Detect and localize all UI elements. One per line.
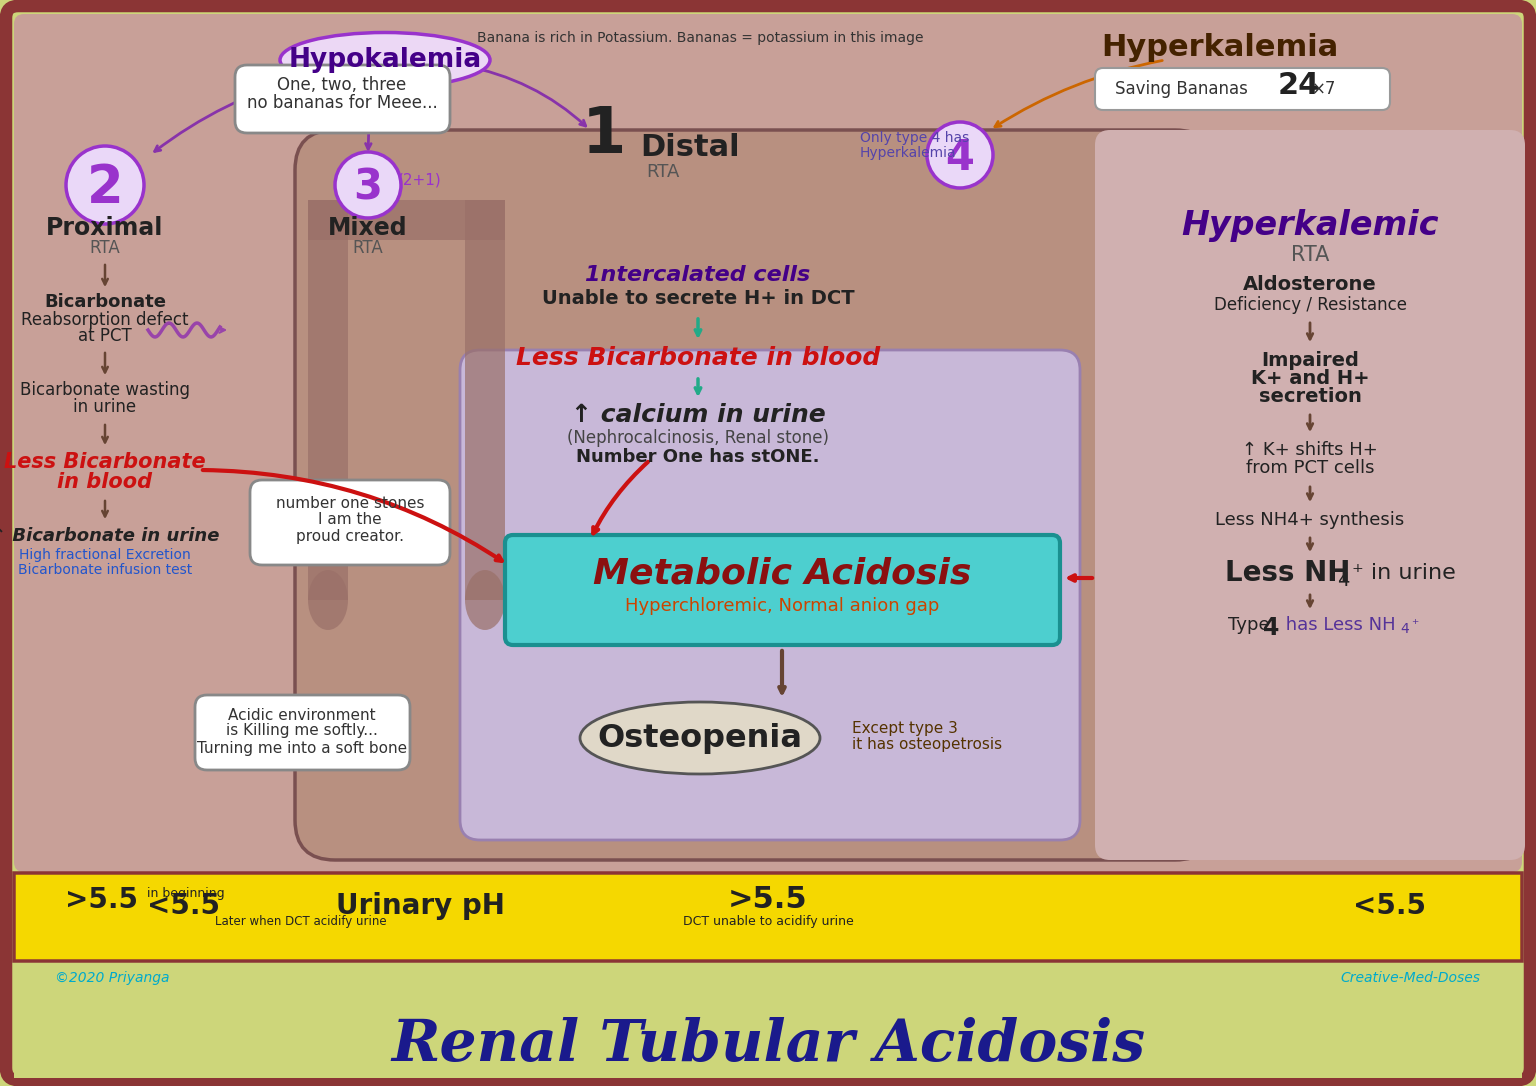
- Text: Except type 3: Except type 3: [852, 720, 958, 735]
- Text: ©2020 Priyanga: ©2020 Priyanga: [55, 971, 169, 985]
- Text: Impaired: Impaired: [1261, 351, 1359, 369]
- Text: >5.5: >5.5: [65, 886, 138, 914]
- Text: number one stones: number one stones: [276, 495, 424, 510]
- FancyBboxPatch shape: [14, 14, 1522, 872]
- FancyBboxPatch shape: [295, 130, 1215, 860]
- Ellipse shape: [66, 146, 144, 224]
- Polygon shape: [14, 963, 1522, 1078]
- Text: One, two, three: One, two, three: [278, 76, 407, 94]
- Text: RTA: RTA: [1290, 245, 1329, 265]
- Text: Mixed: Mixed: [329, 216, 409, 240]
- Text: 1ntercalated cells: 1ntercalated cells: [585, 265, 811, 285]
- Text: Acidic environment: Acidic environment: [229, 707, 376, 722]
- Text: RTA: RTA: [89, 239, 120, 257]
- FancyBboxPatch shape: [195, 695, 410, 770]
- FancyBboxPatch shape: [235, 65, 450, 132]
- Text: RTA: RTA: [647, 163, 679, 181]
- Text: no bananas for Meee...: no bananas for Meee...: [247, 94, 438, 112]
- Text: ↑ calcium in urine: ↑ calcium in urine: [571, 403, 825, 427]
- FancyBboxPatch shape: [505, 535, 1060, 645]
- Text: Creative-Med-Doses: Creative-Med-Doses: [1339, 971, 1481, 985]
- Ellipse shape: [335, 152, 401, 218]
- Ellipse shape: [280, 33, 490, 88]
- Text: K+ and H+: K+ and H+: [1250, 368, 1369, 388]
- Ellipse shape: [465, 570, 505, 630]
- Text: Unable to secrete H+ in DCT: Unable to secrete H+ in DCT: [542, 289, 854, 307]
- Text: in beginning: in beginning: [147, 886, 224, 899]
- Text: Bicarbonate: Bicarbonate: [45, 293, 166, 311]
- FancyBboxPatch shape: [459, 350, 1080, 839]
- Text: I am the: I am the: [318, 513, 382, 528]
- Text: Osteopenia: Osteopenia: [598, 722, 802, 754]
- FancyBboxPatch shape: [1095, 68, 1390, 110]
- Text: ×7: ×7: [1312, 80, 1336, 98]
- Text: ⁺ in urine: ⁺ in urine: [1352, 563, 1456, 583]
- Text: 4: 4: [1399, 622, 1409, 636]
- Text: Banana is rich in Potassium. Bananas = potassium in this image: Banana is rich in Potassium. Bananas = p…: [476, 31, 923, 45]
- Text: Metabolic Acidosis: Metabolic Acidosis: [593, 557, 971, 591]
- Text: ↑ Bicarbonate in urine: ↑ Bicarbonate in urine: [0, 527, 220, 545]
- Text: Hyperchloremic, Normal anion gap: Hyperchloremic, Normal anion gap: [625, 597, 938, 615]
- Text: Proximal: Proximal: [46, 216, 164, 240]
- Text: (Nephrocalcinosis, Renal stone): (Nephrocalcinosis, Renal stone): [567, 429, 829, 447]
- Text: (2+1): (2+1): [398, 173, 442, 188]
- Text: ⁺: ⁺: [1412, 618, 1418, 632]
- Text: Deficiency / Resistance: Deficiency / Resistance: [1213, 296, 1407, 314]
- FancyBboxPatch shape: [1095, 130, 1525, 860]
- Text: 1: 1: [582, 104, 627, 166]
- Text: Later when DCT acidify urine: Later when DCT acidify urine: [215, 914, 387, 927]
- Text: Less Bicarbonate in blood: Less Bicarbonate in blood: [516, 346, 880, 370]
- Text: Distal: Distal: [641, 132, 740, 162]
- Text: has Less NH: has Less NH: [1279, 616, 1396, 634]
- Text: DCT unable to acidify urine: DCT unable to acidify urine: [682, 915, 854, 929]
- Text: Reabsorption defect: Reabsorption defect: [22, 311, 189, 329]
- Text: Urinary pH: Urinary pH: [335, 892, 504, 920]
- Text: in urine: in urine: [74, 397, 137, 416]
- Ellipse shape: [928, 122, 992, 188]
- Text: in blood: in blood: [57, 472, 152, 492]
- Text: Type: Type: [1227, 616, 1270, 634]
- Text: Turning me into a soft bone: Turning me into a soft bone: [197, 741, 407, 756]
- Polygon shape: [309, 200, 505, 240]
- Text: Aldosterone: Aldosterone: [1243, 276, 1376, 294]
- Text: Only type 4 has: Only type 4 has: [860, 131, 969, 146]
- Text: 24: 24: [1278, 71, 1321, 100]
- Text: <5.5: <5.5: [147, 892, 220, 920]
- Text: is Killing me softly...: is Killing me softly...: [226, 723, 378, 738]
- Text: Bicarbonate wasting: Bicarbonate wasting: [20, 381, 190, 399]
- Text: secretion: secretion: [1258, 387, 1361, 405]
- Text: it has osteopetrosis: it has osteopetrosis: [852, 737, 1001, 753]
- Ellipse shape: [309, 570, 349, 630]
- Text: RTA: RTA: [353, 239, 384, 257]
- Text: High fractional Excretion: High fractional Excretion: [18, 548, 190, 561]
- Text: Saving Bananas: Saving Bananas: [1115, 80, 1258, 98]
- FancyBboxPatch shape: [250, 480, 450, 565]
- FancyBboxPatch shape: [14, 873, 1522, 961]
- Text: Less NH4+ synthesis: Less NH4+ synthesis: [1215, 512, 1404, 529]
- Text: proud creator.: proud creator.: [296, 530, 404, 544]
- Text: from PCT cells: from PCT cells: [1246, 459, 1375, 477]
- Ellipse shape: [581, 702, 820, 774]
- Text: <5.5: <5.5: [1353, 892, 1427, 920]
- Polygon shape: [465, 200, 505, 599]
- Polygon shape: [309, 200, 349, 599]
- Text: Less NH: Less NH: [1226, 559, 1350, 588]
- Text: Hyperkalemic: Hyperkalemic: [1181, 209, 1439, 241]
- Text: Hypokalemia: Hypokalemia: [289, 47, 482, 73]
- Text: >5.5: >5.5: [728, 885, 808, 914]
- Text: 2: 2: [86, 162, 123, 214]
- Text: Bicarbonate infusion test: Bicarbonate infusion test: [18, 563, 192, 577]
- FancyBboxPatch shape: [6, 7, 1530, 1079]
- Text: 3: 3: [353, 167, 382, 209]
- Text: 4: 4: [1263, 616, 1279, 640]
- Text: Hyperkalemia: Hyperkalemia: [1101, 34, 1339, 63]
- Text: Renal Tubular Acidosis: Renal Tubular Acidosis: [392, 1016, 1144, 1073]
- Text: 4: 4: [1336, 570, 1349, 590]
- Text: Less Bicarbonate: Less Bicarbonate: [5, 452, 206, 472]
- Text: 4: 4: [946, 137, 974, 179]
- Text: ↑ K+ shifts H+: ↑ K+ shifts H+: [1243, 441, 1378, 459]
- Text: at PCT: at PCT: [78, 327, 132, 345]
- Text: Number One has stONE.: Number One has stONE.: [576, 449, 820, 466]
- Text: Hyperkalemia: Hyperkalemia: [860, 146, 957, 160]
